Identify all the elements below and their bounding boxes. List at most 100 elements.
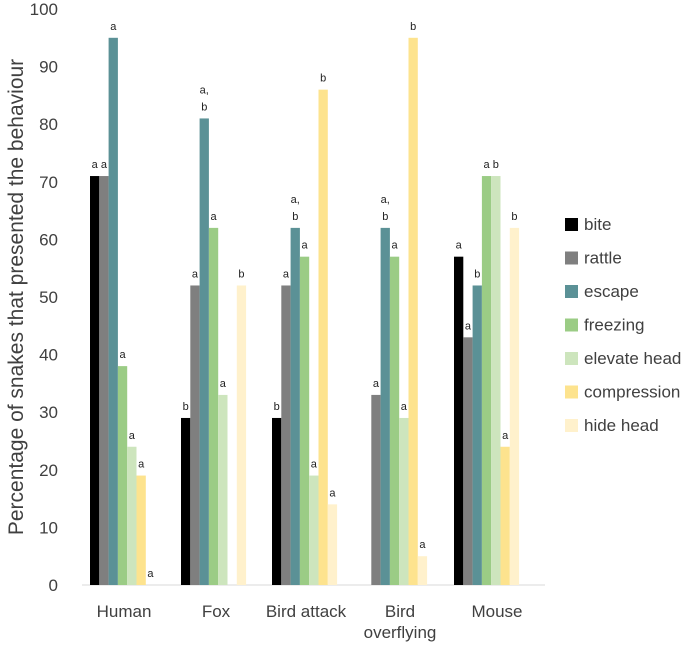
significance-label: b — [410, 21, 416, 33]
bar-freezing — [208, 227, 219, 585]
y-tick-label: 20 — [39, 461, 58, 480]
legend-swatch — [565, 385, 578, 399]
bar-freezing — [389, 256, 400, 585]
bar-hide-head — [236, 285, 247, 585]
significance-label: a — [373, 378, 380, 390]
bar-escape — [108, 37, 118, 586]
bar-rattle — [463, 337, 473, 585]
bar-elevate-head — [127, 446, 137, 585]
bar-rattle — [99, 176, 109, 586]
bars — [90, 37, 520, 586]
significance-label: a — [119, 349, 126, 361]
bar-freezing — [117, 366, 128, 585]
significance-label: a — [483, 159, 490, 171]
significance-label: a — [110, 21, 117, 33]
significance-label: b — [274, 401, 280, 413]
y-tick-label: 70 — [39, 173, 58, 192]
y-axis-ticks: 0 10 20 30 40 50 60 70 80 90 100 — [30, 0, 58, 595]
significance-label: a — [329, 487, 336, 499]
bar-hide-head — [327, 504, 338, 585]
legend-label: rattle — [584, 249, 622, 268]
significance-label: a, — [381, 194, 390, 206]
significance-label: b — [292, 211, 298, 223]
x-category-label: Human — [97, 602, 152, 621]
x-category-label: overflying — [364, 623, 437, 642]
significance-label: a — [401, 401, 408, 413]
y-tick-label: 80 — [39, 115, 58, 134]
significance-label: a — [502, 430, 509, 442]
legend: bite rattle escape freezing elevate head comp… — [565, 215, 681, 435]
x-axis-categories: Human Fox Bird attack Bird overflying Mouse — [97, 602, 523, 642]
bar-escape — [472, 285, 482, 585]
bar-compression — [136, 475, 146, 585]
significance-label: a — [101, 159, 108, 171]
significance-label: b — [493, 159, 499, 171]
bar-bite — [272, 417, 282, 585]
y-tick-label: 50 — [39, 288, 58, 307]
bar-rattle — [371, 394, 381, 585]
bar-compression — [408, 37, 418, 586]
significance-label: b — [511, 211, 517, 223]
significance-label: a — [391, 240, 398, 252]
y-axis-label: Percentage of snakes that presented the … — [5, 59, 28, 535]
legend-swatch — [565, 218, 578, 231]
significance-label: a — [192, 268, 199, 280]
y-tick-label: 0 — [49, 576, 58, 595]
bar-hide-head — [509, 227, 520, 585]
y-tick-label: 90 — [39, 58, 58, 77]
x-category-label: Mouse — [471, 602, 522, 621]
legend-label: escape — [584, 282, 639, 301]
bar-elevate-head — [218, 394, 228, 585]
significance-label: a — [210, 211, 217, 223]
bar-escape — [199, 118, 209, 585]
legend-label: freezing — [584, 316, 644, 335]
significance-label: b — [183, 401, 189, 413]
bar-escape — [380, 227, 390, 585]
y-tick-label: 30 — [39, 403, 58, 422]
legend-swatch — [565, 251, 578, 265]
significance-label: b — [382, 211, 388, 223]
x-category-label: Bird attack — [266, 602, 347, 621]
bar-bite — [181, 417, 191, 585]
significance-label: b — [238, 268, 244, 280]
bar-elevate-head — [491, 176, 501, 586]
x-category-label: Bird — [385, 602, 415, 621]
y-tick-label: 10 — [39, 518, 58, 537]
legend-label: elevate head — [584, 349, 681, 368]
x-category-label: Fox — [202, 602, 231, 621]
bar-rattle — [190, 285, 200, 585]
bar-hide-head — [417, 556, 428, 585]
significance-label: a — [138, 459, 145, 471]
bar-freezing — [481, 176, 492, 586]
bar-compression — [500, 446, 510, 585]
bar-escape — [290, 227, 300, 585]
bar-freezing — [299, 256, 310, 585]
bar-bite — [454, 256, 464, 585]
y-axis-title: Percentage of snakes that presented the … — [5, 59, 28, 535]
significance-label: a — [283, 268, 290, 280]
significance-label: a — [147, 568, 154, 580]
significance-label: b — [201, 101, 207, 113]
significance-label: b — [320, 73, 326, 85]
legend-swatch — [565, 318, 578, 332]
legend-label: hide head — [584, 416, 659, 435]
bar-elevate-head — [399, 417, 409, 585]
y-tick-label: 60 — [39, 230, 58, 249]
significance-label: a — [301, 240, 308, 252]
significance-label: a — [129, 430, 136, 442]
significance-label: a, — [200, 84, 209, 96]
significance-label: a — [465, 320, 472, 332]
bar-elevate-head — [309, 475, 319, 585]
significance-label: a, — [291, 194, 300, 206]
legend-label: compression — [584, 383, 680, 402]
significance-label: b — [474, 268, 480, 280]
bar-bite — [90, 176, 100, 586]
significance-label: a — [456, 240, 463, 252]
significance-label: a — [419, 539, 426, 551]
bar-rattle — [281, 285, 291, 585]
legend-swatch — [565, 285, 578, 298]
legend-swatch — [565, 352, 578, 365]
bar-compression — [318, 89, 328, 585]
